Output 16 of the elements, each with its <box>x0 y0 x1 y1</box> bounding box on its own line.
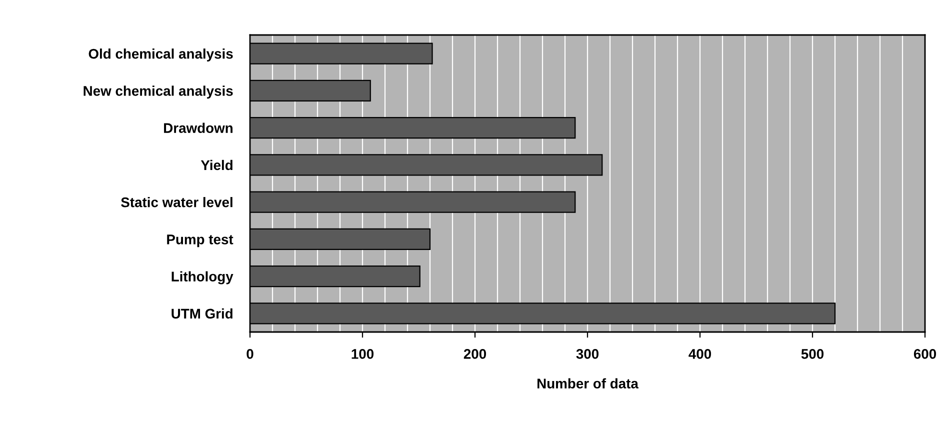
x-axis-title: Number of data <box>538 378 639 388</box>
y-tick-label: Static water level <box>121 197 232 208</box>
x-tick-label: 300 <box>576 349 599 359</box>
x-tick-label: 200 <box>464 349 486 359</box>
x-tick-label: 600 <box>914 349 936 359</box>
y-tick-label: New chemical analysis <box>84 86 233 99</box>
y-tick-label: Lithology <box>172 271 234 284</box>
y-tick-label: Old chemical analysis <box>88 48 233 62</box>
x-tick-label: 500 <box>801 349 824 359</box>
y-tick-label: Drawdown <box>164 122 232 133</box>
y-tick-label: Yield <box>200 160 232 170</box>
y-tick-label: UTM Grid <box>172 308 232 319</box>
x-tick-label: 100 <box>352 349 374 359</box>
x-tick-label: 0 <box>246 349 254 359</box>
y-tick-label: Pump test <box>167 234 234 248</box>
x-tick-label: 400 <box>688 349 712 359</box>
